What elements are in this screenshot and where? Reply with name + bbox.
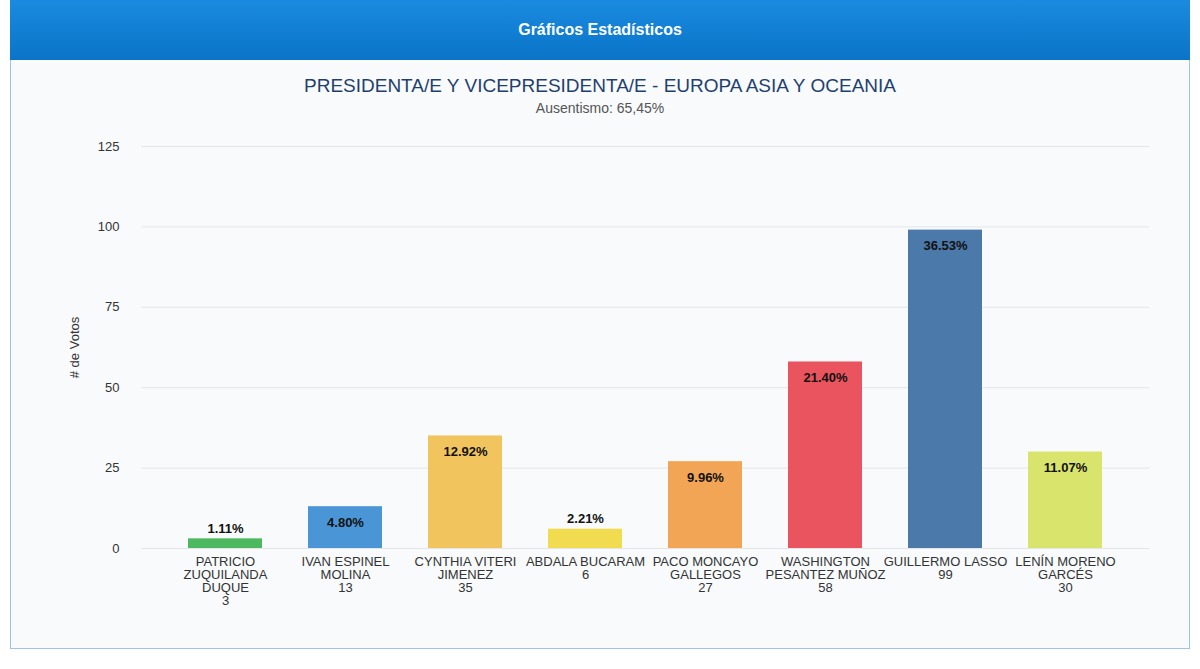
html-text:Ausentismo: 65,45%: Ausentismo: 65,45% [535,100,665,116]
svg-text:50: 50 [105,380,119,395]
svg-text:125: 125 [98,139,120,154]
svg-text:25: 25 [105,460,119,475]
svg-text:11.07%: 11.07% [1044,460,1088,475]
svg-text:0: 0 [112,541,119,556]
svg-text:IVAN ESPINELMOLINA13: IVAN ESPINELMOLINA13 [302,554,390,595]
svg-text:12.92%: 12.92% [443,444,488,459]
html-text:PRESIDENTA/E Y VICEPRESIDENTA/: PRESIDENTA/E Y VICEPRESIDENTA/E - EUROPA… [304,75,896,96]
html-text:Gráficos Estadísticos: Gráficos Estadísticos [518,21,682,38]
svg-text:PACO MONCAYOGALLEGOS27: PACO MONCAYOGALLEGOS27 [653,554,759,595]
svg-text:LENÍN MORENOGARCÉS30: LENÍN MORENOGARCÉS30 [1015,554,1115,595]
svg-text:ABDALA BUCARAM6: ABDALA BUCARAM6 [526,554,645,582]
svg-text:36.53%: 36.53% [923,238,968,253]
svg-text:GUILLERMO LASSO99: GUILLERMO LASSO99 [884,554,1008,582]
svg-text:75: 75 [105,299,119,314]
svg-text:# de Votos: # de Votos [67,316,82,378]
svg-text:2.21%: 2.21% [567,511,604,526]
svg-text:1.11%: 1.11% [207,521,244,536]
svg-text:PATRICIOZUQUILANDADUQUE3: PATRICIOZUQUILANDADUQUE3 [184,554,268,608]
svg-text:100: 100 [98,219,120,234]
svg-text:WASHINGTONPESANTEZ MUÑOZ58: WASHINGTONPESANTEZ MUÑOZ58 [766,554,886,595]
svg-text:21.40%: 21.40% [803,370,848,385]
svg-text:9.96%: 9.96% [687,470,724,485]
svg-text:4.80%: 4.80% [327,515,364,530]
svg-text:CYNTHIA VITERIJIMENEZ35: CYNTHIA VITERIJIMENEZ35 [415,554,517,595]
